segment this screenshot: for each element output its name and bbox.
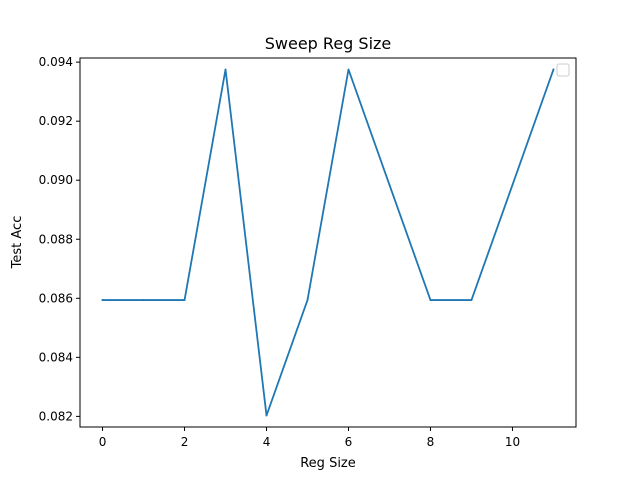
y-tick-label: 0.086 bbox=[39, 291, 73, 305]
y-tick-label: 0.082 bbox=[39, 409, 73, 423]
series-line bbox=[101, 68, 555, 417]
data-point bbox=[470, 299, 473, 301]
y-tick-label: 0.088 bbox=[39, 232, 73, 246]
x-tick-label: 6 bbox=[345, 435, 353, 449]
data-point bbox=[511, 184, 514, 186]
plot-frame bbox=[79, 57, 577, 428]
x-tick-label: 2 bbox=[181, 435, 189, 449]
x-tick-label: 10 bbox=[505, 435, 520, 449]
data-point bbox=[224, 68, 227, 71]
chart-title: Sweep Reg Size bbox=[265, 34, 392, 53]
x-axis: 0 2 4 6 8 10 bbox=[99, 427, 520, 449]
data-point bbox=[306, 299, 309, 301]
data-point bbox=[429, 299, 432, 301]
data-point bbox=[142, 299, 145, 301]
legend-box bbox=[556, 63, 570, 77]
data-point bbox=[347, 68, 350, 71]
y-tick-label: 0.094 bbox=[39, 55, 73, 69]
y-tick-label: 0.090 bbox=[39, 173, 73, 187]
x-axis-label: Reg Size bbox=[300, 456, 356, 471]
data-series bbox=[101, 68, 555, 417]
x-tick-label: 8 bbox=[427, 435, 435, 449]
data-point bbox=[101, 299, 104, 301]
data-point bbox=[388, 184, 391, 186]
x-tick-label: 0 bbox=[99, 435, 107, 449]
y-tick-label: 0.092 bbox=[39, 114, 73, 128]
y-tick-label: 0.084 bbox=[39, 350, 73, 364]
y-axis-label: Test Acc bbox=[10, 216, 25, 270]
data-point bbox=[552, 68, 555, 71]
data-point bbox=[183, 299, 186, 301]
data-point bbox=[265, 414, 268, 417]
y-axis: 0.082 0.084 0.086 0.088 0.090 0.092 0.094 bbox=[39, 55, 80, 423]
x-tick-label: 4 bbox=[263, 435, 271, 449]
